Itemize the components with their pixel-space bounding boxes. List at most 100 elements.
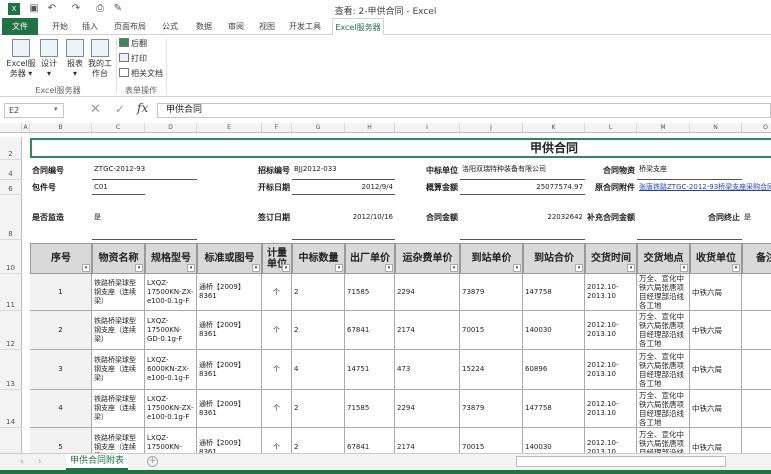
tab-7[interactable]: 视图	[259, 22, 275, 31]
table-cell[interactable]: 14751	[345, 350, 395, 390]
paint-icon[interactable]: ✎	[113, 3, 123, 14]
column-header-C[interactable]: C	[92, 123, 145, 133]
filter-dropdown-icon[interactable]: ▾	[187, 264, 195, 272]
table-cell[interactable]: 个	[262, 390, 292, 428]
undo-icon[interactable]: ↶	[47, 3, 57, 14]
filter-dropdown-icon[interactable]: ▾	[680, 264, 688, 272]
field-supervised[interactable]: 是	[92, 195, 197, 240]
field-winner[interactable]: 洛阳双瑞特种装备有限公司	[460, 160, 585, 180]
filter-dropdown-icon[interactable]: ▾	[732, 264, 740, 272]
excel-server-button[interactable]: Excel服务器 ▾	[6, 39, 36, 79]
table-cell[interactable]	[742, 311, 771, 350]
label-supervised[interactable]: 是否监造	[32, 213, 64, 222]
table-cell[interactable]: 2012.10-2013.10	[585, 311, 637, 350]
label-contract-no[interactable]: 合同编号	[32, 165, 64, 175]
table-cell[interactable]: 通桥【2009】8361	[197, 311, 262, 350]
redo-icon[interactable]: ↷	[71, 3, 81, 14]
tab-5[interactable]: 数据	[196, 22, 212, 31]
table-cell[interactable]: LXQZ-17500KN-GD-0.1g-F	[145, 311, 197, 350]
table-cell[interactable]: 万全、宣化中铁六局张唐项目经理部沿线各工地	[637, 350, 690, 390]
filter-dropdown-icon[interactable]: ▾	[252, 264, 260, 272]
column-header-0[interactable]: 序号 ▾	[30, 243, 92, 274]
column-header-9[interactable]: 到站合价 ▾	[523, 243, 585, 274]
filter-dropdown-icon[interactable]: ▾	[450, 264, 458, 272]
worksheet-grid[interactable]: A B C D E F G H I J K L M N O 2 4 6 8 10 11 12 13 14 甲供合同 合同编号 ZTG…	[0, 123, 771, 453]
table-cell[interactable]: 2294	[395, 274, 460, 311]
table-cell[interactable]: 通桥【2009】8361	[197, 390, 262, 428]
column-header-N[interactable]: N	[690, 123, 742, 133]
filter-dropdown-icon[interactable]: ▾	[135, 264, 143, 272]
table-cell[interactable]: 个	[262, 274, 292, 311]
column-header-K[interactable]: K	[523, 123, 585, 133]
table-cell[interactable]	[742, 350, 771, 390]
column-header-4[interactable]: 计量单位 ▾	[262, 243, 292, 274]
table-cell[interactable]: 2	[292, 311, 345, 350]
table-cell[interactable]: 通桥【2009】8361	[197, 428, 262, 453]
tab-0[interactable]: 文件	[2, 18, 38, 35]
table-cell[interactable]: 73879	[460, 274, 523, 311]
select-all[interactable]	[0, 123, 22, 133]
tab-2[interactable]: 插入	[82, 22, 98, 31]
filter-dropdown-icon[interactable]: ▾	[82, 264, 90, 272]
save-icon[interactable]: ▣	[29, 3, 39, 14]
filter-dropdown-icon[interactable]: ▾	[575, 264, 583, 272]
table-cell[interactable]: 中铁六局	[690, 274, 742, 311]
table-cell[interactable]: 中铁六局	[690, 350, 742, 390]
table-cell[interactable]: 60896	[523, 350, 585, 390]
table-cell[interactable]	[742, 274, 771, 311]
table-cell[interactable]: 铁路桥梁球型钢支座（连续梁）	[92, 311, 145, 350]
table-cell[interactable]: 铁路桥梁球型钢支座（连续梁）	[92, 350, 145, 390]
column-header-13[interactable]: 备注▾	[742, 243, 771, 274]
label-supplement[interactable]: 补充合同金额	[587, 213, 635, 222]
table-cell[interactable]: 73879	[460, 390, 523, 428]
table-cell[interactable]: 147758	[523, 274, 585, 311]
table-cell[interactable]	[742, 390, 771, 428]
table-cell[interactable]: 个	[262, 311, 292, 350]
column-header-7[interactable]: 运杂费单价 ▾	[395, 243, 460, 274]
table-cell[interactable]: 2294	[395, 390, 460, 428]
table-cell[interactable]: 2	[292, 274, 345, 311]
label-amount[interactable]: 合同金额	[426, 213, 458, 222]
label-budget[interactable]: 概算金额	[426, 183, 458, 192]
label-material[interactable]: 合同物资	[603, 165, 635, 175]
table-cell[interactable]: 铁路桥梁球型钢支座（连续梁）	[92, 274, 145, 311]
filter-dropdown-icon[interactable]: ▾	[513, 264, 521, 272]
print-preview-icon[interactable]: ⎙	[96, 3, 104, 14]
tab-6[interactable]: 审阅	[228, 22, 244, 31]
tab-8[interactable]: 开发工具	[289, 22, 321, 31]
column-header-E[interactable]: E	[197, 123, 262, 133]
table-cell[interactable]: 71585	[345, 390, 395, 428]
table-cell[interactable]: 通桥【2009】8361	[197, 350, 262, 390]
field-material[interactable]: 桥梁支座	[637, 160, 742, 180]
column-header-1[interactable]: 物资名称 ▾	[92, 243, 145, 274]
design-button[interactable]: 设计 ▾	[38, 39, 60, 79]
table-cell[interactable]: 2012.10-2013.10	[585, 274, 637, 311]
add-sheet-icon[interactable]: +	[147, 456, 158, 467]
table-cell[interactable]: 2012.10-2013.10	[585, 428, 637, 453]
column-header-2[interactable]: 规格型号 ▾	[145, 243, 197, 274]
column-header-M[interactable]: M	[637, 123, 690, 133]
table-cell[interactable]: 个	[262, 428, 292, 453]
table-cell[interactable]: 铁路桥梁球型钢支座（连续梁）	[92, 390, 145, 428]
table-cell[interactable]: 70015	[460, 311, 523, 350]
field-budget[interactable]: 25077574.97	[460, 180, 585, 195]
column-header-D[interactable]: D	[145, 123, 197, 133]
field-open-date[interactable]: 2012/9/4	[292, 180, 395, 195]
table-cell[interactable]: 铁路桥梁球型钢支座（连续梁）	[92, 428, 145, 453]
table-cell[interactable]: LXQZ-6000KN-ZX-e100-0.1g-F	[145, 350, 197, 390]
field-bid-no[interactable]: BJJ2012-033	[292, 160, 395, 180]
report-button[interactable]: 报表 ▾	[64, 39, 86, 79]
field-terminated[interactable]: 是	[744, 213, 751, 221]
table-cell[interactable]: 71585	[345, 274, 395, 311]
table-cell[interactable]: 2	[292, 428, 345, 453]
table-cell[interactable]: 2	[292, 390, 345, 428]
table-cell[interactable]: LXQZ-17500KN-ZX-e100-0.1g-F	[145, 274, 197, 311]
table-cell[interactable]: 中铁六局	[690, 390, 742, 428]
filter-dropdown-icon[interactable]: ▾	[335, 264, 343, 272]
row-header-14[interactable]: 14	[0, 390, 22, 428]
horizontal-scrollbar[interactable]	[516, 456, 726, 467]
sheet-tab[interactable]: 甲供合同附表	[66, 454, 128, 470]
table-cell[interactable]: 通桥【2009】8361	[197, 274, 262, 311]
table-cell[interactable]: 万全、宣化中铁六局张唐项目经理部沿线各工地	[637, 274, 690, 311]
tab-9[interactable]: Excel服务器	[332, 18, 384, 35]
